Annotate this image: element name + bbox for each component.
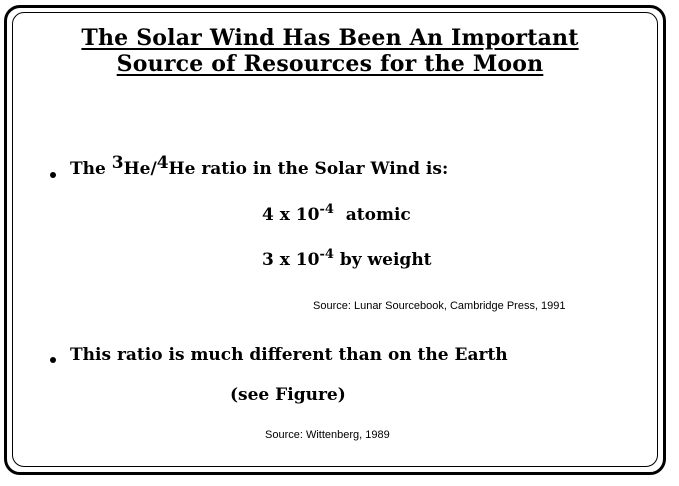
slide-outer-border bbox=[4, 5, 666, 475]
bullet-1-suffix: He ratio in the Solar Wind is: bbox=[168, 159, 449, 179]
see-figure-note: (see Figure) bbox=[230, 385, 346, 405]
source-citation-1: Source: Lunar Sourcebook, Cambridge Pres… bbox=[313, 300, 566, 312]
slide-title-line-2: Source of Resources for the Moon bbox=[116, 51, 544, 77]
ratio-atomic-unit: atomic bbox=[333, 205, 411, 225]
ratio-weight-unit: by weight bbox=[333, 250, 432, 270]
bullet-2-text: This ratio is much different than on the… bbox=[70, 345, 508, 365]
ratio-weight-exponent: -4 bbox=[319, 247, 334, 262]
ratio-weight-base: 3 x 10 bbox=[262, 250, 320, 270]
helium-3-superscript: 3 bbox=[111, 153, 124, 173]
ratio-atomic-base: 4 x 10 bbox=[262, 205, 320, 225]
bullet-1-mid: He/ bbox=[123, 159, 157, 179]
ratio-weight: 3 x 10-4 by weight bbox=[262, 247, 432, 270]
ratio-atomic-exponent: -4 bbox=[319, 202, 334, 217]
slide-title-line-1: The Solar Wind Has Been An Important bbox=[81, 25, 579, 51]
ratio-atomic: 4 x 10-4 atomic bbox=[262, 202, 411, 225]
bullet-dot-2 bbox=[50, 357, 56, 363]
helium-4-superscript: 4 bbox=[156, 153, 169, 173]
slide-inner-border bbox=[12, 12, 658, 467]
bullet-1-text: The 3He/4He ratio in the Solar Wind is: bbox=[70, 155, 449, 180]
source-citation-2: Source: Wittenberg, 1989 bbox=[265, 429, 390, 441]
bullet-dot-1 bbox=[50, 172, 56, 178]
bullet-1-prefix: The bbox=[70, 159, 112, 179]
